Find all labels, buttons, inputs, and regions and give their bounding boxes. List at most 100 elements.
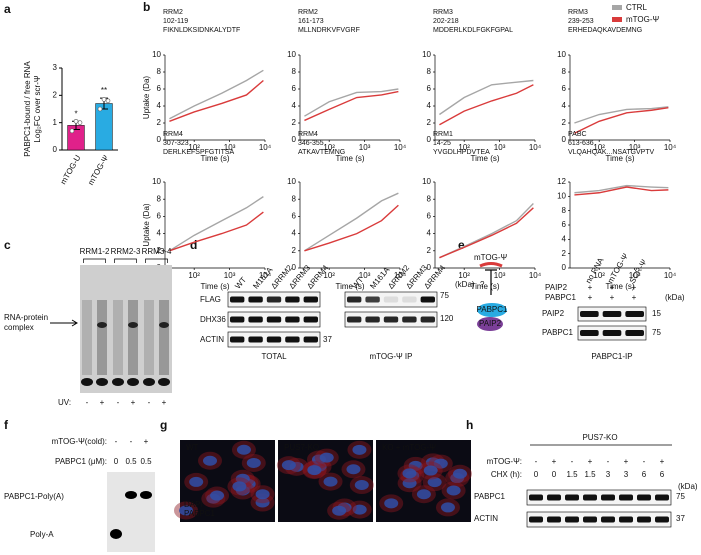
kda-label: (kDa) — [665, 293, 685, 302]
y-tick-label: 4 — [427, 229, 432, 238]
blot-band — [347, 316, 362, 323]
x-tick-label: 10⁴ — [259, 271, 272, 280]
y-tick-label: 8 — [427, 194, 432, 203]
series-line — [304, 88, 399, 117]
stain-label: DAPI — [184, 500, 203, 509]
y-tick-label: 3 — [53, 63, 58, 72]
series-line — [169, 211, 264, 252]
uv-sign: + — [131, 398, 136, 407]
blot-band — [248, 296, 263, 303]
x-tick-label: 10² — [458, 143, 470, 152]
nucleus — [440, 502, 455, 513]
plot-title: RRM3 — [568, 9, 588, 16]
y-tick-label: 0 — [427, 135, 432, 144]
inhibition — [485, 269, 497, 295]
series-line — [439, 207, 534, 259]
chx-value: 0 — [552, 470, 557, 479]
chx-label: CHX (h): — [491, 470, 522, 479]
blot-band — [303, 316, 318, 323]
image-label: PUS7-KO — [284, 443, 319, 452]
y-tick-label: 0 — [53, 145, 58, 154]
gel — [80, 265, 172, 393]
blot — [526, 489, 672, 506]
plot-title: PABC — [568, 131, 587, 138]
y-tick-label: 6 — [292, 84, 297, 93]
nucleus — [319, 452, 334, 463]
blot-band — [230, 336, 245, 343]
x-tick-label: 10⁴ — [394, 143, 407, 152]
group-label: TOTAL — [261, 352, 287, 361]
y-tick-label: 10 — [287, 50, 296, 59]
plot-sequence: ERHEDAQKAVDEMNG — [568, 27, 642, 34]
legend-swatch — [612, 5, 622, 10]
series-line — [574, 106, 669, 124]
x-tick-label: 10³ — [359, 143, 371, 152]
plot-sequence: MDDERLKDLFGKFGPAL — [433, 27, 513, 34]
x-axis-label: Time (s) — [335, 154, 364, 163]
plot-range: 202-218 — [433, 18, 459, 25]
x-tick-label: 10² — [188, 271, 200, 280]
marker: 75 — [652, 328, 661, 337]
y-tick-label: 0 — [427, 263, 432, 272]
bar — [95, 103, 113, 151]
y-tick-label: 10 — [557, 191, 566, 200]
nucleus — [352, 444, 367, 455]
protein-label: PAIP2 — [479, 319, 502, 328]
row-label: ACTIN — [200, 335, 224, 344]
y-tick-label: 2 — [427, 246, 432, 255]
x-tick-label: 10⁴ — [394, 271, 407, 280]
y-tick-label: 8 — [157, 194, 162, 203]
x-tick-label: mTOG-Ψ — [86, 153, 111, 187]
chx-value: 1.5 — [584, 470, 596, 479]
uv-sign: - — [86, 398, 89, 407]
blot-band — [383, 316, 399, 323]
band — [158, 378, 170, 386]
panel-letter: b — [143, 0, 150, 14]
blot-band — [580, 311, 599, 317]
y-tick-label: 6 — [292, 212, 297, 221]
rna-sign: - — [607, 457, 610, 466]
blot-band — [266, 296, 282, 303]
panel-letter: e — [458, 238, 465, 252]
y-tick-label: 12 — [557, 177, 566, 186]
protein-pabpc1 — [477, 303, 507, 317]
blot-band — [619, 516, 633, 523]
caption: PABPC1-IP — [591, 352, 632, 361]
legend-label: CTRL — [626, 3, 647, 12]
band — [125, 491, 137, 499]
series-line — [169, 69, 264, 120]
complex-band — [159, 322, 169, 328]
band — [96, 378, 108, 386]
nucleus — [189, 476, 204, 487]
replicate-dot — [97, 106, 103, 112]
condition-mark: + — [610, 283, 615, 292]
uv-sign: - — [117, 398, 120, 407]
plot-title: RRM2 — [298, 9, 318, 16]
y-axis-label: Uptake (Da) — [142, 203, 151, 246]
x-tick-label: 10² — [593, 271, 605, 280]
rna-sign: - — [643, 457, 646, 466]
y-tick-label: 6 — [157, 84, 162, 93]
blot — [344, 291, 438, 308]
x-tick-label: 10³ — [224, 271, 236, 280]
blot-band — [365, 296, 380, 303]
plot-range: 102-119 — [163, 18, 188, 25]
y-tick-label: 0 — [562, 263, 567, 272]
y-tick-label: 4 — [157, 229, 162, 238]
row-label: FLAG — [200, 295, 221, 304]
rna-sign: - — [535, 457, 538, 466]
blot-label: PABPC1 — [542, 328, 574, 337]
nucleus — [236, 444, 251, 455]
x-tick-label: 10⁴ — [529, 271, 542, 280]
marker: 37 — [676, 514, 685, 523]
blot-band — [248, 336, 263, 343]
chx-value: 0 — [534, 470, 539, 479]
plot-title: RRM4 — [163, 131, 183, 138]
x-tick-label: 10⁴ — [664, 271, 677, 280]
y-tick-label: 2 — [157, 118, 162, 127]
nucleus — [433, 458, 448, 469]
nucleus — [255, 497, 270, 508]
blot-band — [420, 316, 435, 323]
x-tick-label: 10⁴ — [529, 143, 542, 152]
y-tick-label: 8 — [562, 67, 567, 76]
